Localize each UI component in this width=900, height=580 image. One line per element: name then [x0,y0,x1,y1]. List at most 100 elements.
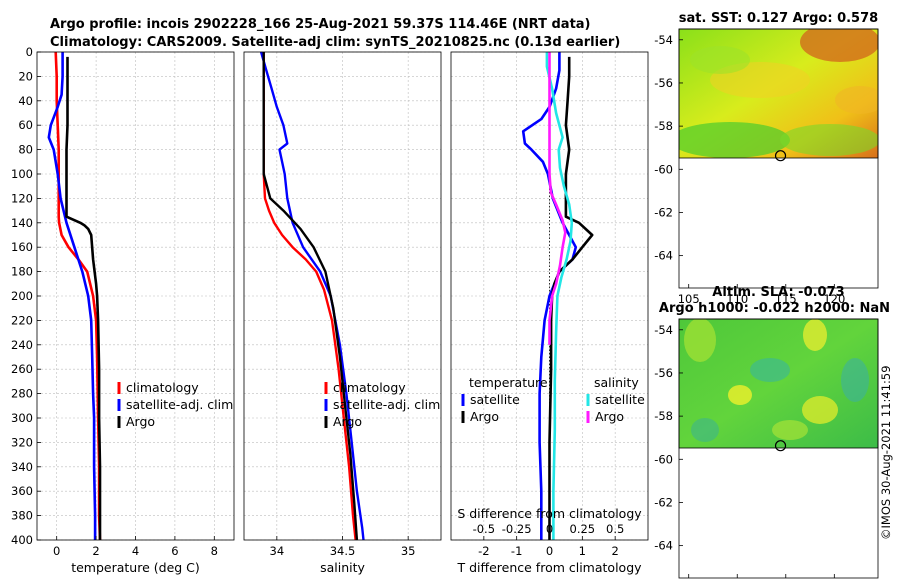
legend-label: satellite [470,392,520,407]
depth-tick-label: 180 [11,265,33,279]
difference-xtick-label: -2 [478,544,489,558]
sst_map-xtick-label: 110 [726,292,748,306]
secondary-xtick-label: 0.5 [606,522,624,536]
legend-label: climatology [333,380,406,395]
series-line-temperature-argo [548,56,594,540]
temperature-legend: climatology satellite-adj. clim Argo [117,380,233,429]
sla_map-ytick-label: -56 [654,366,673,380]
sst_map-ytick-label: -62 [654,205,673,219]
sst-map-panel: sat. SST: 0.127 Argo: 0.578 -54 -56 -58 -60 -… [654,11,879,306]
sst_map-ytick-label: -56 [654,76,673,90]
sla_map-ytick-label: -60 [654,452,673,466]
series-line-climatology [54,51,102,541]
depth-tick-label: 160 [11,240,33,254]
difference-xtick-label: 1 [579,544,586,558]
series-line-salinity-argo [548,52,567,345]
legend-label: Argo [333,414,362,429]
header-line-2: Climatology: CARS2009. Satellite-adj cli… [50,35,620,50]
sst_map-xtick-label: 115 [775,292,797,306]
sla_map-axes-frame [678,318,879,579]
sst-heatmap-texture [679,29,878,158]
difference-xlabel: T difference from climatology [456,560,642,575]
depth-tick-label: 60 [18,118,33,132]
depth-tick-label: 260 [11,362,33,376]
salinity-xtick-label: 35 [401,544,416,558]
salinity-xtick-label: 34.5 [330,544,356,558]
depth-tick-label: 300 [11,411,33,425]
legend-label: Argo [595,409,624,424]
sst_map-ytick-label: -64 [654,249,673,263]
depth-tick-label: 140 [11,216,33,230]
depth-tick-label: 280 [11,387,33,401]
secondary-xlabel: S difference from climatology [457,506,642,521]
sst_map-ytick-label: -58 [654,119,673,133]
depth-tick-label: 380 [11,509,33,523]
difference-xtick-label: 2 [612,544,619,558]
series-line-satellite-adj-clim [259,51,365,541]
temperature-xtick-label: 4 [132,544,139,558]
secondary-xtick-label: 0 [546,522,553,536]
difference-xtick-label: 0 [546,544,553,558]
secondary-xtick-label: -0.5 [473,522,495,536]
depth-tick-label: 0 [26,45,33,59]
sst_map-axes-frame [678,28,879,289]
temperature-panel: 0 2 4 6 8 temperature (deg C) 0 20 40 60 80 100 120 1… [11,45,235,575]
depth-tick-label: 120 [11,191,33,205]
depth-tick-label: 220 [11,313,33,327]
legend-group-title: salinity [594,375,639,390]
copyright-stamp: ©IMOS 30-Aug-2021 11:41:59 [879,365,893,540]
temperature-xtick-label: 6 [171,544,178,558]
secondary-xtick-label: -0.25 [502,522,532,536]
sla_map-ytick-label: -54 [654,323,673,337]
difference-panel: -2 -1 0 1 2 T difference from climatology S di… [450,51,649,575]
depth-tick-label: 80 [18,143,33,157]
depth-tick-label: 240 [11,338,33,352]
legend-group-title: temperature [469,375,548,390]
sla_map-argo-marker [774,440,787,452]
temperature-xlabel: temperature (deg C) [71,560,200,575]
sst_map-argo-marker [774,150,787,162]
sst_map-title: sat. SST: 0.127 Argo: 0.578 [679,11,878,26]
temperature-xtick-label: 8 [211,544,218,558]
sla_map-title: Altim. SLA: -0.073 [712,285,844,300]
series-line-satellite-adj-clim [47,52,97,540]
series-line-argo [262,52,359,541]
temperature-xtick-label: 0 [53,544,60,558]
sst_map-xtick-label: 120 [823,292,845,306]
sla_map-ytick-label: -64 [654,539,673,553]
depth-tick-label: 320 [11,435,33,449]
depth-tick-label: 100 [11,167,33,181]
sla_map-subtitle: Argo h1000: -0.022 h2000: NaN [659,301,890,316]
difference-legend: temperature satellite Argo salinity satellit… [461,375,645,424]
legend-label: satellite [595,392,645,407]
legend-label: Argo [470,409,499,424]
depth-tick-label: 40 [18,94,33,108]
salinity-panel: 34 34.5 35 salinity climatology satellite-adj… [243,51,442,575]
depth-tick-label: 360 [11,484,33,498]
legend-label: Argo [126,414,155,429]
legend-label: climatology [126,380,199,395]
series-line-salinity-satellite [545,52,574,540]
sst_map-ytick-label: -60 [654,162,673,176]
sla-heatmap-texture [684,319,869,442]
depth-tick-label: 340 [11,460,33,474]
legend-label: satellite-adj. clim [333,397,440,412]
salinity-legend: climatology satellite-adj. clim Argo [324,380,440,429]
sst_map-ytick-label: -54 [654,33,673,47]
salinity-xlabel: salinity [320,560,365,575]
secondary-xtick-label: 0.25 [570,522,596,536]
salinity-xtick-label: 34 [270,544,285,558]
temperature-xtick-label: 2 [92,544,99,558]
depth-tick-label: 200 [11,289,33,303]
depth-tick-label: 400 [11,533,33,547]
sst_map-xtick-label: 105 [678,292,700,306]
header-line-1: Argo profile: incois 2902228_166 25-Aug-… [50,17,591,32]
series-line-argo [65,56,102,540]
sla_map-ytick-label: -62 [654,495,673,509]
difference-xtick-label: -1 [511,544,522,558]
sla_map-ytick-label: -58 [654,409,673,423]
depth-tick-label: 20 [18,69,33,83]
legend-label: satellite-adj. clim [126,397,233,412]
